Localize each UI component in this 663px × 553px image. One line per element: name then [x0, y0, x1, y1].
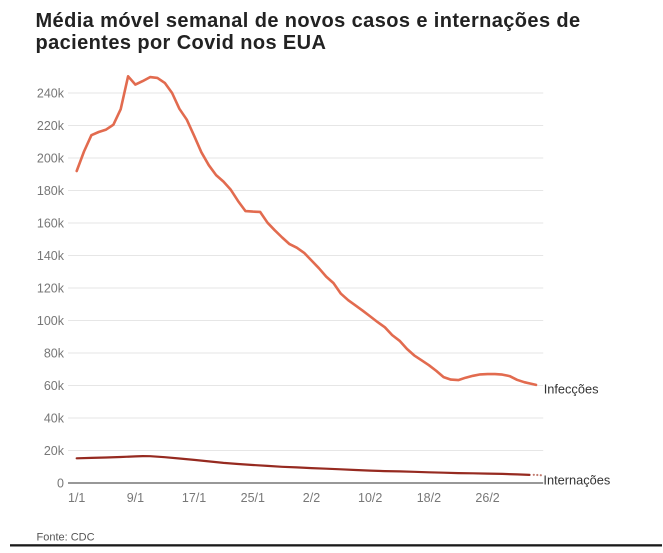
svg-text:60k: 60k — [44, 379, 65, 393]
svg-text:0: 0 — [57, 476, 64, 490]
svg-text:40k: 40k — [44, 411, 65, 425]
svg-text:pacientes por Covid nos EUA: pacientes por Covid nos EUA — [36, 32, 327, 54]
svg-text:100k: 100k — [37, 314, 65, 328]
svg-text:Infecções: Infecções — [544, 382, 599, 397]
svg-text:180k: 180k — [37, 184, 65, 198]
svg-text:20k: 20k — [44, 444, 65, 458]
svg-text:25/1: 25/1 — [241, 491, 265, 505]
svg-text:9/1: 9/1 — [127, 491, 144, 505]
svg-text:Fonte: CDC: Fonte: CDC — [37, 531, 95, 543]
svg-text:Média móvel semanal de novos c: Média móvel semanal de novos casos e int… — [36, 10, 581, 32]
svg-text:80k: 80k — [44, 346, 65, 360]
svg-text:2/2: 2/2 — [303, 491, 320, 505]
svg-text:17/1: 17/1 — [182, 491, 206, 505]
svg-text:240k: 240k — [37, 86, 65, 100]
svg-text:1/1: 1/1 — [68, 491, 85, 505]
svg-text:220k: 220k — [37, 119, 65, 133]
svg-text:18/2: 18/2 — [417, 491, 441, 505]
svg-text:160k: 160k — [37, 216, 65, 230]
svg-text:120k: 120k — [37, 281, 65, 295]
svg-text:10/2: 10/2 — [358, 491, 382, 505]
svg-text:200k: 200k — [37, 151, 65, 165]
svg-text:140k: 140k — [37, 249, 65, 263]
svg-text:26/2: 26/2 — [475, 491, 499, 505]
svg-text:Internações: Internações — [543, 472, 610, 487]
